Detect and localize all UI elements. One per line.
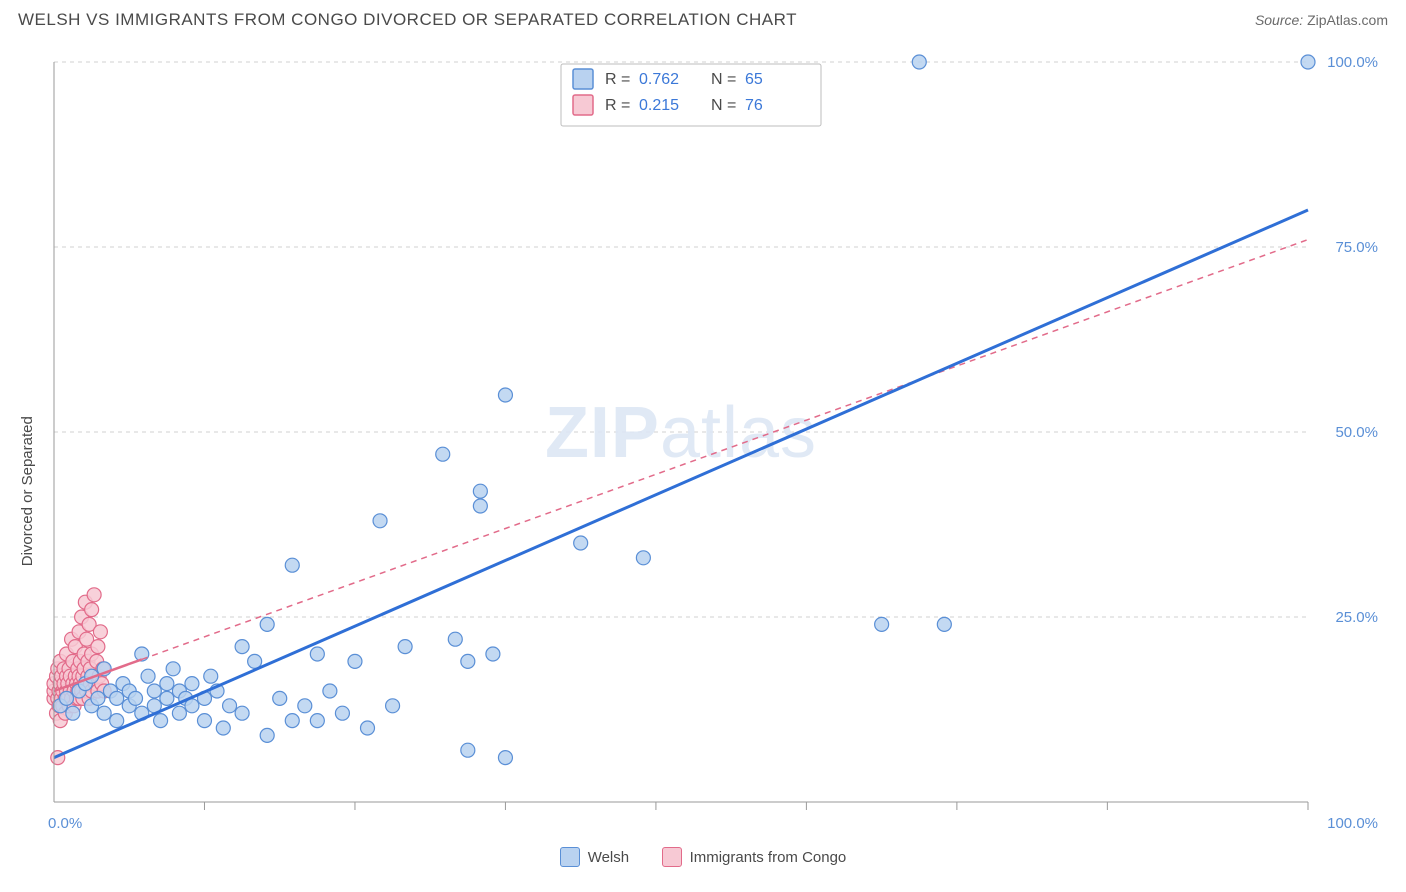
svg-text:R =: R = <box>605 71 630 88</box>
legend-swatch-welsh <box>560 847 580 867</box>
source-label: Source: <box>1255 12 1303 28</box>
svg-text:100.0%: 100.0% <box>1327 815 1378 832</box>
svg-text:N =: N = <box>711 71 736 88</box>
svg-text:75.0%: 75.0% <box>1335 239 1378 256</box>
chart-area: 25.0% 50.0% 75.0% 100.0% ZIPatlas 0.0% 100.0% D… <box>18 42 1388 832</box>
svg-text:25.0%: 25.0% <box>1335 609 1378 626</box>
svg-text:Divorced or Separated: Divorced or Separated <box>19 416 36 566</box>
svg-text:76: 76 <box>745 97 763 114</box>
svg-text:N =: N = <box>711 97 736 114</box>
bottom-legend: Welsh Immigrants from Congo <box>0 847 1406 872</box>
source-attribution: Source: ZipAtlas.com <box>1255 12 1388 28</box>
source-name: ZipAtlas.com <box>1307 12 1388 28</box>
svg-text:65: 65 <box>745 71 763 88</box>
svg-text:100.0%: 100.0% <box>1327 54 1378 71</box>
legend-label-welsh: Welsh <box>588 849 629 866</box>
svg-text:ZIPatlas: ZIPatlas <box>545 393 817 473</box>
svg-text:0.762: 0.762 <box>639 71 679 88</box>
legend-swatch-congo <box>662 847 682 867</box>
svg-text:50.0%: 50.0% <box>1335 424 1378 441</box>
svg-text:0.0%: 0.0% <box>48 815 82 832</box>
svg-text:R =: R = <box>605 97 630 114</box>
svg-text:0.215: 0.215 <box>639 97 679 114</box>
legend-item-welsh: Welsh <box>560 847 629 867</box>
chart-title: WELSH VS IMMIGRANTS FROM CONGO DIVORCED … <box>18 10 797 30</box>
legend-label-congo: Immigrants from Congo <box>690 849 847 866</box>
legend-item-congo: Immigrants from Congo <box>662 847 847 867</box>
scatter-chart: 25.0% 50.0% 75.0% 100.0% ZIPatlas 0.0% 100.0% D… <box>18 42 1388 832</box>
